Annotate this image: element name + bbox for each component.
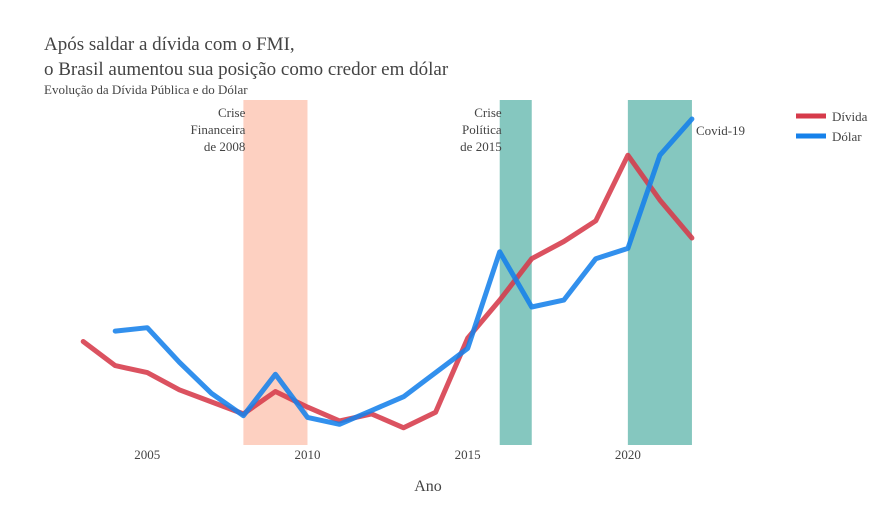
x-tick-label: 2020: [615, 447, 641, 462]
legend[interactable]: Dívida Dólar: [796, 109, 868, 144]
series-line-0[interactable]: [80, 152, 695, 431]
region-label-line: de 2008: [204, 139, 246, 154]
shaded-regions: [243, 100, 692, 445]
series-lines: [80, 116, 695, 431]
shaded-region-1: [499, 100, 532, 445]
legend-label: Dívida: [832, 109, 868, 124]
shaded-region-0: [243, 100, 308, 445]
legend-label: Dólar: [832, 129, 862, 144]
chart-title-line-1: Após saldar a dívida com o FMI,: [44, 34, 295, 55]
region-label-0: Crise Financeira de 2008: [191, 105, 246, 154]
region-label-line: Política: [462, 122, 502, 137]
region-label-line: Covid-19: [696, 123, 745, 138]
region-label-1: Crise Política de 2015: [460, 105, 502, 154]
region-label-line: Crise: [218, 105, 246, 120]
chart-title-line-2: o Brasil aumentou sua posição como credo…: [44, 59, 449, 80]
legend-item-0[interactable]: Dívida: [796, 109, 868, 124]
x-axis: 2005 2010 2015 2020: [134, 447, 641, 462]
region-annotations: Crise Financeira de 2008 Crise Política de 20…: [191, 105, 746, 154]
region-label-line: Crise: [474, 105, 502, 120]
x-tick-label: 2010: [294, 447, 320, 462]
series-line-1[interactable]: [112, 116, 695, 427]
region-label-2: Covid-19: [696, 123, 745, 138]
region-label-line: Financeira: [191, 122, 246, 137]
chart-subtitle: Evolução da Dívida Pública e do Dólar: [44, 82, 248, 97]
x-tick-label: 2005: [134, 447, 160, 462]
x-axis-title: Ano: [414, 478, 442, 495]
region-label-line: de 2015: [460, 139, 502, 154]
legend-item-1[interactable]: Dólar: [796, 129, 862, 144]
x-tick-label: 2015: [455, 447, 481, 462]
